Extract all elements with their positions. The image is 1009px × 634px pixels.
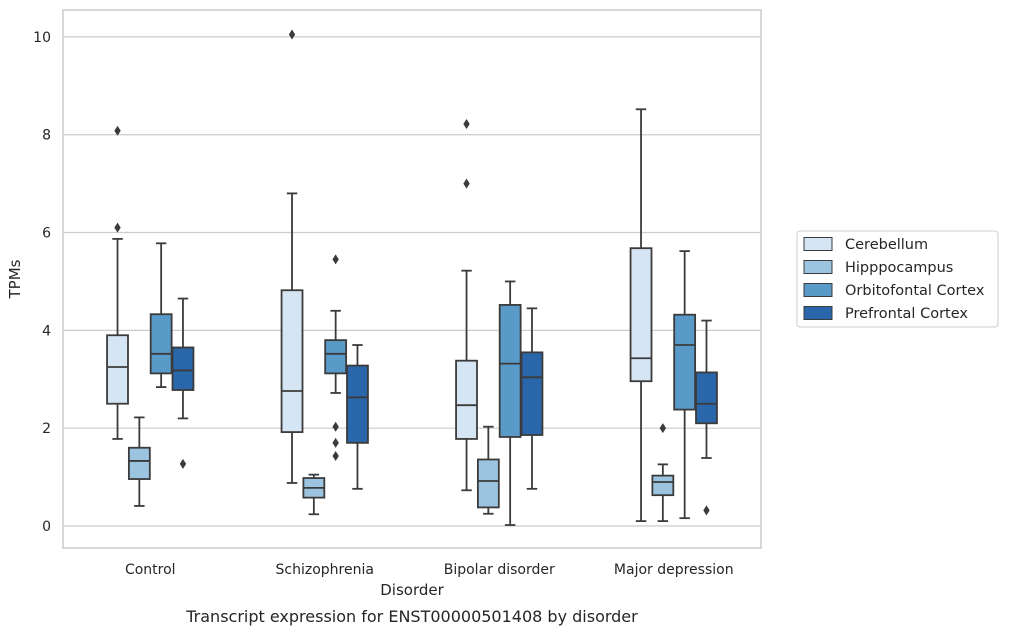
- outlier-point: [332, 421, 339, 432]
- chart-caption: Transcript expression for ENST0000050140…: [185, 607, 638, 626]
- legend-label: Orbitofontal Cortex: [845, 283, 985, 299]
- box-iqr: [127, 446, 151, 480]
- outlier-point: [114, 125, 121, 136]
- box-iqr: [629, 247, 653, 383]
- outlier-point: [179, 458, 187, 469]
- box-orbitofontal-cortex: [324, 254, 348, 462]
- y-tick-label: 0: [42, 519, 51, 535]
- outlier-point: [703, 505, 710, 516]
- outlier-point: [659, 423, 667, 434]
- box-orbitofontal-cortex: [673, 250, 697, 520]
- box-iqr: [324, 339, 348, 375]
- outlier-point: [288, 29, 296, 40]
- box-prefrontal-cortex: [346, 344, 369, 490]
- box-iqr: [673, 313, 697, 411]
- y-tick-label: 4: [42, 323, 51, 339]
- outlier-point: [463, 178, 470, 189]
- outlier-point: [332, 437, 339, 448]
- y-tick-label: 10: [33, 30, 51, 46]
- legend-swatch: [803, 237, 833, 251]
- box-cerebellum: [280, 29, 304, 484]
- box-hipppocampus: [127, 416, 151, 507]
- box-cerebellum: [106, 125, 129, 440]
- box-cerebellum: [629, 108, 653, 522]
- legend-swatch: [803, 283, 833, 297]
- box-iqr: [498, 304, 522, 438]
- outlier-point: [332, 451, 339, 462]
- box-iqr: [520, 351, 544, 436]
- y-axis-label: TPMs: [6, 259, 24, 299]
- box-iqr: [106, 334, 129, 405]
- outlier-point: [332, 254, 339, 265]
- legend-label: Hipppocampus: [845, 260, 953, 276]
- box-hipppocampus: [651, 423, 675, 522]
- legend: Cerebellum Hipppocampus Orbitofontal Corte…: [796, 230, 999, 328]
- x-tick-label: Bipolar disorder: [444, 562, 555, 578]
- box-iqr: [149, 313, 173, 375]
- outlier-point: [114, 222, 121, 233]
- y-tick-label: 2: [42, 421, 51, 437]
- x-tick-label: Schizophrenia: [276, 562, 374, 578]
- box-orbitofontal-cortex: [498, 280, 522, 526]
- box-cerebellum: [455, 118, 478, 492]
- box-hipppocampus: [302, 473, 326, 516]
- box-prefrontal-cortex: [520, 307, 544, 490]
- x-tick-label: Control: [125, 562, 176, 578]
- box-iqr: [695, 371, 718, 425]
- box-prefrontal-cortex: [171, 297, 195, 469]
- legend-label: Prefrontal Cortex: [845, 306, 968, 322]
- box-iqr: [455, 359, 478, 440]
- y-tick-labels: 0 2 4 6 8 10: [33, 30, 51, 535]
- legend-label: Cerebellum: [845, 237, 928, 253]
- grid-lines: [63, 36, 761, 527]
- box-iqr: [280, 289, 304, 433]
- box-prefrontal-cortex: [695, 319, 718, 516]
- legend-swatch: [803, 260, 833, 274]
- box-iqr: [171, 346, 195, 391]
- box-iqr: [346, 364, 369, 444]
- legend-swatch: [803, 306, 833, 320]
- legend-frame: [796, 230, 999, 328]
- y-tick-label: 6: [42, 226, 51, 242]
- box-iqr: [651, 474, 675, 497]
- box-orbitofontal-cortex: [149, 242, 173, 388]
- box-iqr: [476, 458, 500, 509]
- box-hipppocampus: [476, 425, 500, 515]
- x-axis-label: Disorder: [380, 581, 444, 599]
- outlier-point: [463, 118, 470, 129]
- x-tick-labels: Control Schizophrenia Bipolar disorder Majo…: [125, 562, 734, 578]
- box-layer: [106, 29, 718, 526]
- plot-frame: [62, 9, 762, 549]
- y-tick-label: 8: [42, 128, 51, 144]
- x-tick-label: Major depression: [614, 562, 734, 578]
